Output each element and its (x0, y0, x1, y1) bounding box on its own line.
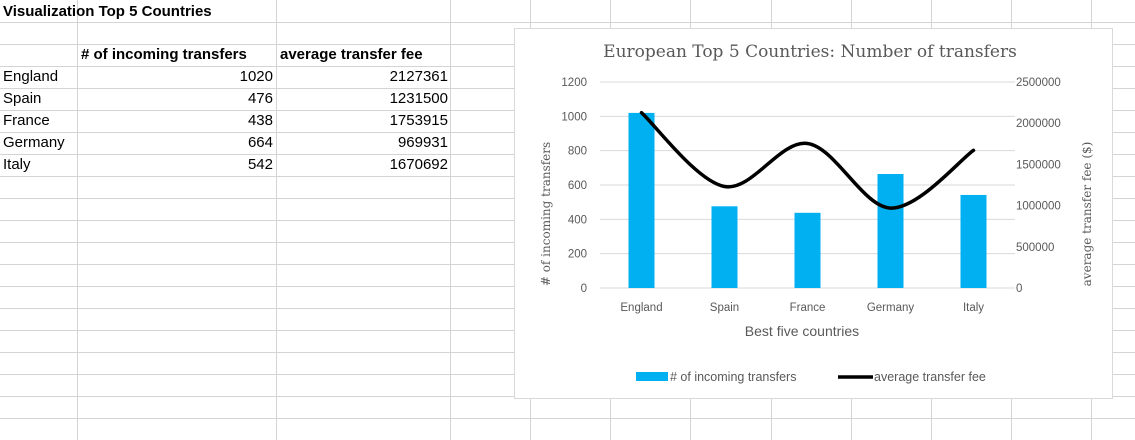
y-tick-label: 200 (568, 249, 587, 261)
cell-average-transfer-fee[interactable]: 969931 (397, 134, 448, 151)
cell-country[interactable]: Germany (3, 134, 65, 151)
bar-england (628, 112, 655, 289)
y-tick-label: 1000 (561, 111, 587, 123)
bar-germany (877, 174, 904, 288)
cell-country[interactable]: England (3, 68, 59, 85)
cell-incoming-transfers[interactable]: 1020 (239, 68, 273, 85)
y-tick-label: 400 (568, 214, 587, 226)
bar-italy (960, 194, 987, 288)
cell-average-transfer-fee[interactable]: 1670692 (389, 156, 448, 173)
cell-incoming-transfers[interactable]: 476 (247, 90, 273, 107)
cell-incoming-transfers[interactable]: 664 (247, 134, 273, 151)
x-tick-label: Spain (710, 302, 739, 314)
y2-axis-title: average transfer fee ($) (1080, 142, 1094, 287)
header-incoming-transfers: # of incoming transfers (81, 46, 247, 63)
y-tick-label: 800 (568, 146, 587, 158)
cell-incoming-transfers[interactable]: 542 (247, 156, 273, 173)
bar-spain (711, 206, 738, 288)
y2-tick-label: 0 (1016, 283, 1022, 295)
y2-tick-label: 500000 (1016, 242, 1054, 254)
chart-container[interactable]: European Top 5 Countries: Number of tran… (514, 28, 1113, 399)
chart-title: European Top 5 Countries: Number of tran… (603, 42, 1017, 62)
cell-incoming-transfers[interactable]: 438 (247, 112, 273, 129)
x-tick-label: Germany (867, 302, 915, 314)
y2-tick-label: 1500000 (1016, 159, 1061, 171)
legend-label-incoming-transfers: # of incoming transfers (670, 370, 796, 384)
y-tick-label: 0 (581, 283, 587, 295)
cell-country[interactable]: Spain (3, 90, 42, 107)
legend-swatch-incoming-transfers (636, 372, 668, 381)
cell-country[interactable]: Italy (3, 156, 31, 173)
y2-tick-label: 2000000 (1016, 118, 1061, 130)
legend-label-average-transfer-fee: average transfer fee (874, 370, 986, 384)
cell-average-transfer-fee[interactable]: 2127361 (389, 68, 448, 85)
cell-average-transfer-fee[interactable]: 1753915 (389, 112, 448, 129)
x-tick-label: Italy (963, 302, 984, 314)
y-tick-label: 600 (568, 180, 587, 192)
series-line-average-transfer-fee (639, 110, 976, 210)
y-tick-label: 1200 (561, 77, 587, 89)
sheet-title: Visualization Top 5 Countries (3, 3, 212, 20)
header-average-transfer-fee: average transfer fee (280, 46, 423, 63)
y-axis-title: # of incoming transfers (539, 142, 553, 286)
cell-average-transfer-fee[interactable]: 1231500 (389, 90, 448, 107)
cell-country[interactable]: France (3, 112, 50, 129)
bar-france (794, 212, 821, 288)
x-tick-label: England (620, 302, 662, 314)
x-tick-label: France (790, 302, 826, 314)
y2-tick-label: 1000000 (1016, 201, 1061, 213)
y2-tick-label: 2500000 (1016, 77, 1061, 89)
x-axis-title: Best five countries (745, 323, 859, 339)
chart: European Top 5 Countries: Number of tran… (539, 42, 1094, 384)
legend: # of incoming transfers average transfer… (636, 370, 986, 384)
